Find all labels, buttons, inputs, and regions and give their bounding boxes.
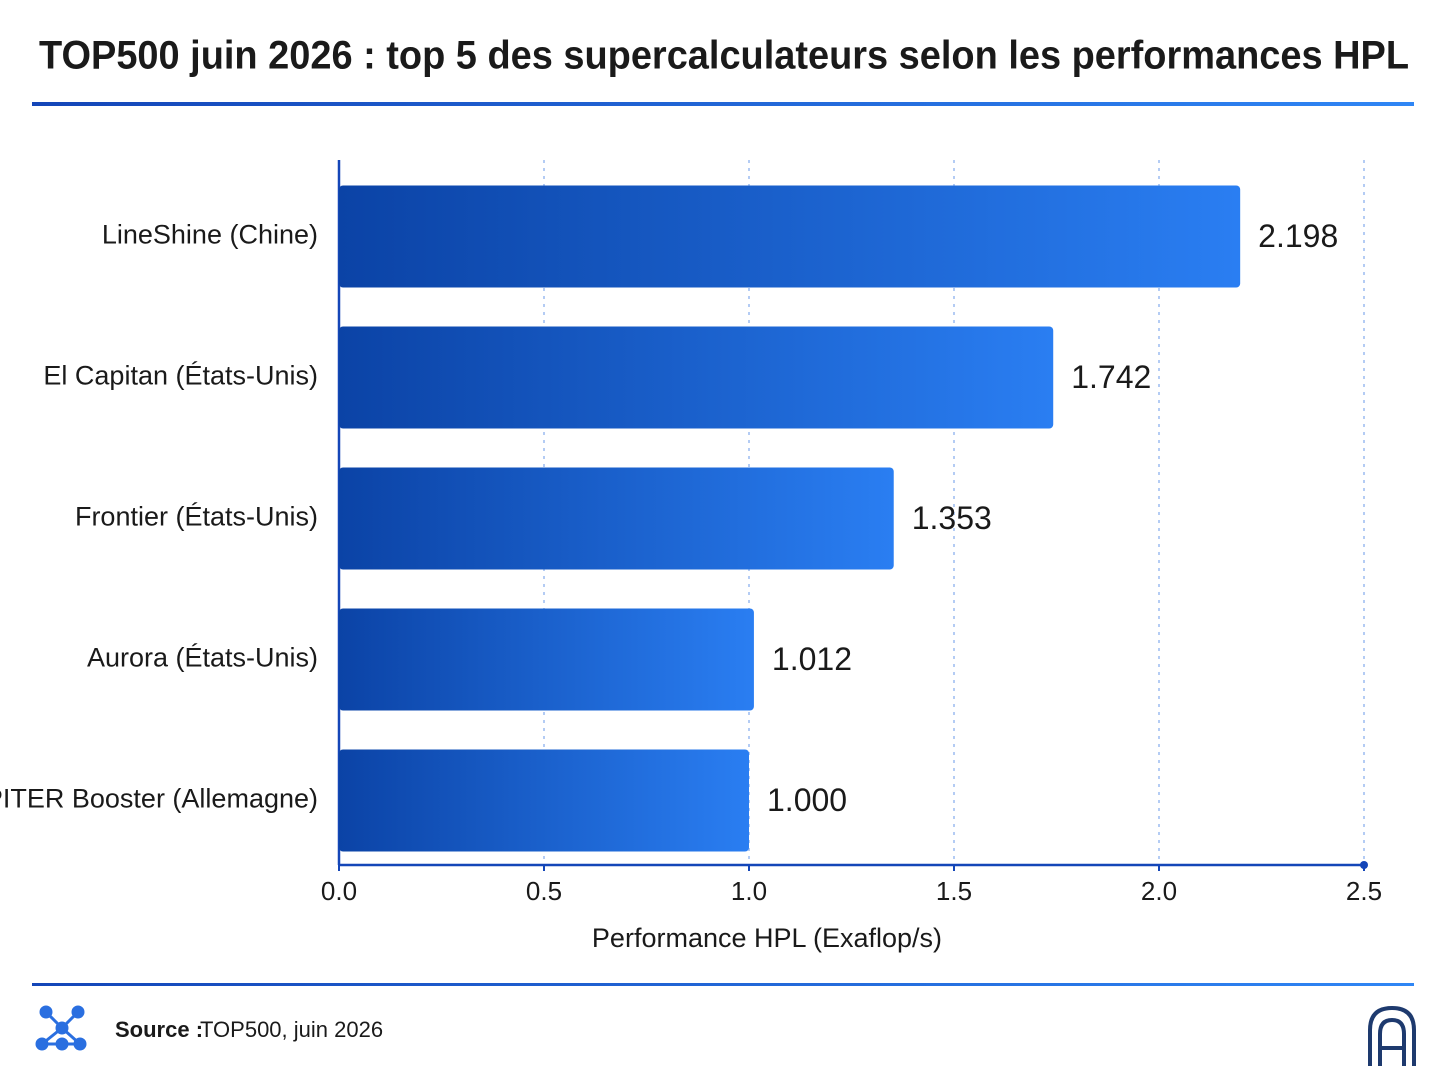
value-label: 2.198 <box>1258 218 1338 254</box>
value-label: 1.353 <box>912 500 992 536</box>
footer-rule <box>32 983 1414 986</box>
chart-title: TOP500 juin 2026 : top 5 des supercalcul… <box>39 34 1409 78</box>
x-axis-title: Performance HPL (Exaflop/s) <box>592 923 942 953</box>
bar <box>339 608 754 711</box>
x-tick-label: 1.0 <box>731 876 767 906</box>
value-label: 1.012 <box>772 641 852 677</box>
value-label: 1.000 <box>767 782 847 818</box>
x-tick-label: 2.0 <box>1141 876 1177 906</box>
source-label: Source : <box>115 1017 203 1042</box>
bar <box>339 749 749 852</box>
x-tick-label: 1.5 <box>936 876 972 906</box>
y-tick-label: JUPITER Booster (Allemagne) <box>0 784 318 814</box>
x-tick-label: 0.5 <box>526 876 562 906</box>
y-tick-label: Frontier (États-Unis) <box>75 502 318 532</box>
y-tick-label: LineShine (Chine) <box>102 220 318 250</box>
logo <box>1368 1005 1416 1066</box>
x-tick-label: 2.5 <box>1346 876 1382 906</box>
title-rule <box>32 102 1414 106</box>
y-tick-label: Aurora (États-Unis) <box>87 643 318 673</box>
footer-icon <box>35 1005 87 1051</box>
bar <box>339 185 1241 288</box>
bar <box>339 467 894 570</box>
y-tick-label: El Capitan (États-Unis) <box>43 361 318 391</box>
bar <box>339 326 1054 429</box>
x-tick-label: 0.0 <box>321 876 357 906</box>
axis-end <box>1360 861 1368 869</box>
value-label: 1.742 <box>1071 359 1151 395</box>
source-text: TOP500, juin 2026 <box>200 1017 383 1042</box>
